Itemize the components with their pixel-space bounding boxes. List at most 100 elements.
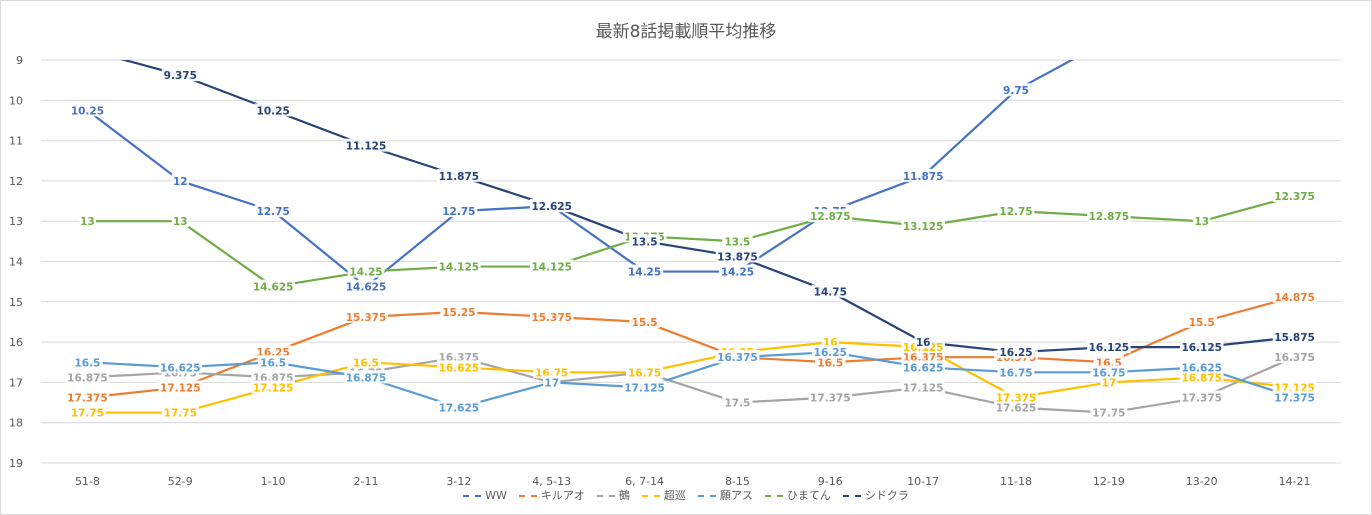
- legend-item: 願アス: [697, 487, 753, 503]
- data-label: 13: [80, 216, 95, 228]
- data-label-bg: [350, 355, 382, 369]
- x-tick-label: 14-21: [1279, 475, 1311, 486]
- data-label-bg: [901, 168, 945, 182]
- data-label: 13.875: [717, 251, 758, 263]
- data-label: 16.25: [999, 347, 1032, 359]
- data-label-bg: [1179, 360, 1224, 374]
- legend: WW キルアオ 鵺 超巡 願アス ひまてん シドクラ: [1, 486, 1371, 503]
- data-label: 16.5: [817, 357, 843, 369]
- data-label: 15.5: [1189, 317, 1215, 329]
- data-label-bg: [1272, 330, 1317, 344]
- data-label-bg: [1272, 350, 1317, 364]
- legend-label: WW: [485, 488, 507, 502]
- x-tick-label: 1-10: [261, 475, 286, 486]
- data-label: 16.375: [1274, 352, 1315, 364]
- data-label-bg: [161, 405, 199, 419]
- data-label: 17.625: [439, 403, 480, 415]
- data-label: 15.375: [531, 312, 572, 324]
- data-label: 16.75: [628, 367, 661, 379]
- data-label-bg: [811, 284, 849, 298]
- data-label-bg: [1272, 289, 1317, 303]
- data-label-bg: [997, 204, 1035, 218]
- data-label-bg: [1179, 340, 1224, 354]
- line-chart: 9 10 11 12 13 14 15 16 17 18 19 51-8 52-9 1-10 2-11 3-1…: [9, 54, 1341, 486]
- data-label-bg: [1272, 380, 1317, 394]
- data-label-bg: [1272, 189, 1317, 203]
- data-label-bg: [72, 355, 103, 369]
- legend-swatch: [518, 495, 537, 497]
- data-label: 12: [173, 176, 188, 188]
- data-label: 14.875: [1274, 292, 1315, 304]
- axes: 9 10 11 12 13 14 15 16 17 18 19 51-8 52-9 1-10 2-11 3-1…: [9, 54, 1311, 486]
- y-tick-label: 15: [9, 296, 23, 309]
- data-label: 16.75: [999, 367, 1032, 379]
- data-label-bg: [344, 309, 388, 323]
- data-label-bg: [1087, 340, 1131, 354]
- series-line-シドクラ: [120, 60, 1295, 354]
- data-label-bg: [437, 350, 481, 364]
- data-label: 14.25: [721, 267, 754, 279]
- x-tick-label: 52-9: [168, 475, 193, 486]
- data-label: 16.25: [814, 347, 847, 359]
- data-label-bg: [1179, 390, 1224, 404]
- data-label-bg: [815, 355, 846, 369]
- legend-item: ひまてん: [764, 487, 831, 503]
- data-label-bg: [65, 370, 110, 384]
- legend-item: 鵺: [596, 487, 630, 503]
- data-label: 14.25: [628, 267, 661, 279]
- data-label-bg: [1193, 214, 1211, 228]
- x-tick-label: 11-18: [1000, 475, 1032, 486]
- data-label: 17.5: [724, 398, 750, 410]
- data-label: 16: [916, 337, 931, 349]
- legend-label: 願アス: [719, 489, 753, 502]
- data-label-bg: [1090, 405, 1128, 419]
- data-label: 14.25: [349, 267, 382, 279]
- legend-item: シドクラ: [842, 487, 909, 503]
- data-label-bg: [171, 173, 189, 187]
- data-label-bg: [158, 380, 203, 394]
- legend-label: 鵺: [618, 489, 630, 502]
- data-label: 9.75: [1003, 85, 1029, 97]
- data-label: 14.125: [439, 262, 480, 274]
- data-label: 17: [1102, 377, 1117, 389]
- data-label-bg: [622, 380, 667, 394]
- data-label-bg: [629, 314, 660, 328]
- data-label-bg: [629, 234, 660, 248]
- data-label-bg: [437, 259, 481, 273]
- data-label: 13: [173, 216, 188, 228]
- data-label-bg: [901, 219, 945, 233]
- data-label-bg: [347, 264, 385, 278]
- data-label-bg: [808, 209, 853, 223]
- chart-title: 最新8話掲載順平均推移: [595, 22, 777, 42]
- data-label-bg: [1272, 390, 1317, 404]
- y-tick-label: 9: [16, 54, 23, 67]
- data-label: 12.875: [1089, 211, 1130, 223]
- data-label: 14.625: [253, 282, 294, 294]
- legend-swatch: [697, 495, 716, 497]
- data-label: 13.125: [903, 221, 944, 233]
- data-label: 14.125: [531, 262, 572, 274]
- data-label: 13.5: [724, 236, 750, 248]
- data-label-bg: [901, 380, 945, 394]
- data-label: 16.625: [160, 362, 201, 374]
- data-label-bg: [997, 365, 1035, 379]
- data-label-bg: [994, 400, 1038, 414]
- data-label: 15.25: [442, 307, 475, 319]
- data-label-bg: [257, 355, 289, 369]
- data-label-bg: [158, 360, 203, 374]
- data-label: 10.25: [257, 105, 290, 117]
- data-label-bg: [722, 234, 753, 248]
- legend-label: ひまてん: [786, 489, 831, 502]
- x-tick-label: 51-8: [75, 475, 100, 486]
- data-label-bg: [68, 405, 106, 419]
- y-tick-label: 12: [9, 175, 23, 188]
- y-tick-label: 19: [9, 457, 23, 470]
- data-label: 12.375: [1274, 191, 1315, 203]
- x-tick-label: 4, 5-13: [532, 475, 571, 486]
- data-label: 17.75: [71, 408, 104, 420]
- data-label: 12.75: [442, 206, 475, 218]
- data-label: 16.625: [439, 362, 480, 374]
- legend-label: シドクラ: [864, 489, 909, 502]
- data-label: 16.625: [1181, 362, 1222, 374]
